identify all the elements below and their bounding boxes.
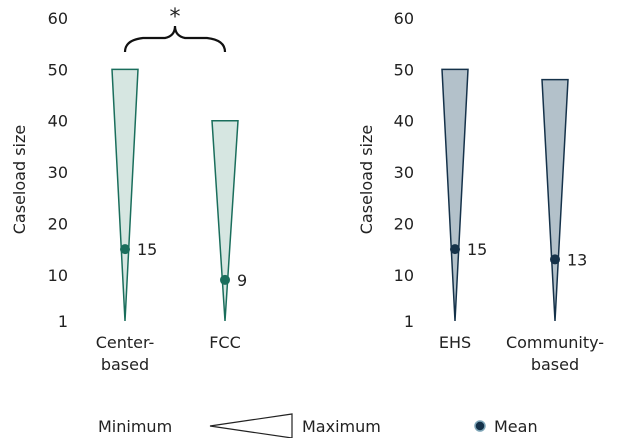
mean-value-label: 9: [237, 271, 247, 290]
y-tick-label: 50: [394, 60, 414, 79]
category-label: Center-based: [96, 333, 155, 374]
y-tick-label: 20: [48, 214, 68, 233]
range-wedge: [441, 68, 469, 322]
range-wedge: [211, 119, 239, 322]
y-tick-label: 30: [394, 163, 414, 182]
range-wedge: [111, 68, 139, 322]
y-tick-label: 10: [48, 266, 68, 285]
legend-maximum-label: Maximum: [302, 417, 381, 436]
mean-value-label: 15: [137, 240, 157, 259]
y-tick-label: 40: [48, 112, 68, 131]
legend-mean-label: Mean: [494, 417, 538, 436]
mean-dot: [220, 274, 230, 285]
legend: Minimum Maximum Mean: [98, 413, 538, 438]
mean-dot: [450, 244, 460, 255]
significance-marker: *: [170, 5, 181, 30]
y-tick-label: 1: [58, 312, 68, 331]
mean-dot: [120, 244, 130, 255]
y-tick-label: 20: [394, 214, 414, 233]
y-tick-label: 10: [394, 266, 414, 285]
y-tick-label: 50: [48, 60, 68, 79]
mean-dot: [550, 254, 560, 265]
y-axis-label: Caseload size: [357, 125, 376, 234]
category-label: Community-based: [506, 333, 604, 374]
category-label: FCC: [209, 333, 241, 352]
mean-value-label: 13: [567, 250, 587, 269]
category-label: EHS: [439, 333, 471, 352]
y-tick-label: 1: [404, 312, 414, 331]
y-tick-label: 40: [394, 112, 414, 131]
mean-value-label: 15: [467, 240, 487, 259]
y-tick-label: 60: [394, 9, 414, 28]
chart-panel-right: 1 10 20 30 40 50 60 Caseload size 15 13 EHS Communi…: [357, 9, 604, 374]
legend-mean-dot-icon: [474, 420, 486, 432]
legend-minimum-label: Minimum: [98, 417, 172, 436]
y-tick-label: 30: [48, 163, 68, 182]
y-tick-label: 60: [48, 9, 68, 28]
range-wedge: [541, 78, 569, 322]
chart-panel-left: 1 10 20 30 40 50 60 Caseload size 15 9 Center-base…: [10, 5, 247, 374]
legend-triangle-icon: [209, 413, 293, 438]
significance-brace: [123, 25, 227, 53]
y-axis-label: Caseload size: [10, 125, 29, 234]
